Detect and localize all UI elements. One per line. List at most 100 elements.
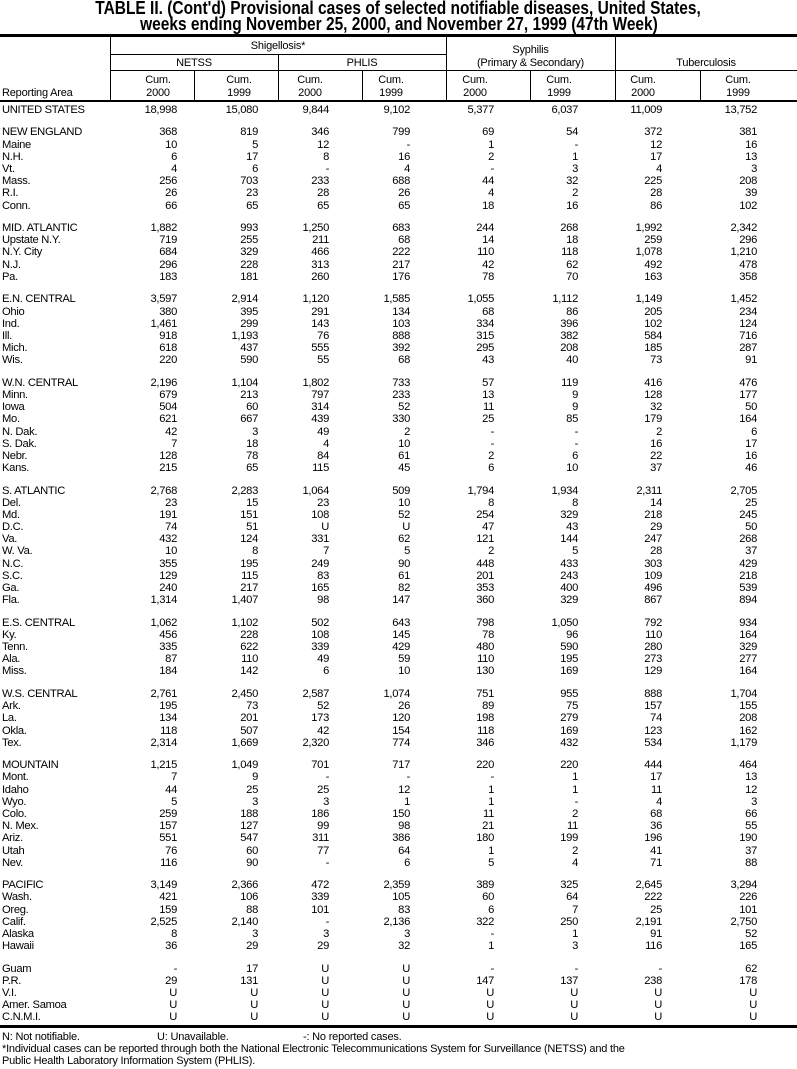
value-cell: 6: [572, 449, 578, 462]
divider: [700, 70, 701, 101]
reporting-area-cell: MOUNTAIN: [2, 759, 59, 772]
value-cell: 2: [488, 545, 494, 558]
value-cell: 507: [240, 724, 258, 737]
reporting-area-cell: Hawaii: [2, 940, 34, 953]
value-cell: -: [406, 138, 411, 151]
table-row: N.C. 355 195 249 90 448 433 303 429: [0, 558, 797, 570]
value-cell: 36: [165, 940, 177, 953]
value-cell: 400: [560, 582, 578, 595]
value-cell: 66: [745, 807, 757, 820]
value-cell: 2,768: [150, 484, 178, 497]
reporting-area-cell: Ill.: [2, 329, 12, 342]
value-cell: 18: [246, 437, 258, 450]
reporting-area-cell: S. Dak.: [2, 437, 37, 450]
value-cell: 5,377: [467, 104, 495, 116]
value-cell: 2,191: [635, 915, 663, 928]
value-cell: 124: [240, 533, 258, 546]
value-cell: 313: [311, 258, 329, 271]
value-cell: 183: [159, 270, 177, 283]
value-cell: 76: [317, 329, 329, 342]
value-cell: 11: [650, 783, 662, 796]
value-cell: 3: [323, 795, 329, 808]
table-row: Ind. 1,461 299 143 103 334 396 102 124: [0, 318, 797, 330]
table-row: Mich. 618 437 555 392 295 208 185 287: [0, 342, 797, 354]
value-cell: 249: [311, 557, 329, 570]
value-cell: 50: [745, 521, 757, 534]
value-cell: 10: [398, 496, 410, 509]
value-cell: 303: [644, 557, 662, 570]
value-cell: 55: [317, 354, 329, 367]
value-cell: 339: [311, 641, 329, 654]
value-cell: 18,998: [144, 104, 178, 116]
value-cell: 13,752: [724, 104, 758, 116]
value-cell: 123: [644, 724, 662, 737]
value-cell: U: [749, 1011, 757, 1024]
value-cell: 683: [392, 222, 410, 235]
value-cell: 68: [398, 354, 410, 367]
value-cell: 77: [317, 844, 329, 857]
column-header-label: Cum.: [226, 74, 252, 86]
value-cell: 91: [745, 354, 757, 367]
value-cell: 17: [650, 150, 662, 163]
value-cell: 244: [476, 222, 494, 235]
value-cell: U: [402, 1011, 410, 1024]
value-cell: 355: [159, 557, 177, 570]
value-cell: 299: [240, 317, 258, 330]
column-header-label: Cum.: [462, 74, 488, 86]
table-row: PACIFIC 3,149 2,366 472 2,359 389 325 2,645 3,29…: [0, 879, 797, 891]
table-row: MID. ATLANTIC 1,882 993 1,250 683 244 268 1,992…: [0, 222, 797, 234]
value-cell: 25: [650, 903, 662, 916]
value-cell: 16: [566, 199, 578, 212]
value-cell: 23: [317, 496, 329, 509]
reporting-area-cell: Va.: [2, 533, 18, 546]
value-cell: 190: [739, 832, 757, 845]
value-cell: 315: [476, 329, 494, 342]
reporting-area-cell: Ind.: [2, 317, 20, 330]
value-cell: 10: [566, 462, 578, 475]
value-cell: 993: [240, 222, 258, 235]
footnote-line-1: *Individual cases can be reported throug…: [2, 1043, 625, 1055]
value-cell: 2: [572, 844, 578, 857]
value-cell: 137: [560, 974, 578, 987]
divider: [446, 37, 447, 101]
value-cell: U: [321, 986, 329, 999]
divider: [530, 70, 531, 101]
value-cell: U: [486, 999, 494, 1012]
value-cell: 195: [560, 653, 578, 666]
value-cell: -: [490, 437, 495, 450]
value-cell: 584: [644, 329, 662, 342]
value-cell: U: [486, 1011, 494, 1024]
value-cell: 64: [566, 891, 578, 904]
value-cell: 797: [311, 388, 329, 401]
value-cell: 180: [476, 832, 494, 845]
value-cell: 150: [392, 807, 410, 820]
value-cell: 10: [165, 545, 177, 558]
reporting-area-cell: Fla.: [2, 594, 20, 607]
value-cell: 5: [572, 545, 578, 558]
value-cell: 220: [560, 759, 578, 772]
value-cell: 7: [171, 771, 177, 784]
value-cell: 59: [398, 653, 410, 666]
value-cell: 2: [488, 150, 494, 163]
value-cell: 480: [476, 641, 494, 654]
table-row: UNITED STATES 18,998 15,080 9,844 9,102 5,377…: [0, 104, 797, 116]
value-cell: 396: [560, 317, 578, 330]
value-cell: 2: [656, 425, 662, 438]
table-row: D.C. 74 51 U U 47 43 29 50: [0, 521, 797, 533]
value-cell: 2,320: [302, 736, 330, 749]
value-cell: 14: [482, 234, 494, 247]
divider: [110, 54, 446, 55]
value-cell: 8: [323, 150, 329, 163]
reporting-area-cell: W. Va.: [2, 545, 33, 558]
value-cell: 1: [572, 783, 578, 796]
value-cell: 8: [488, 496, 494, 509]
value-cell: 88: [246, 903, 258, 916]
value-cell: 5: [404, 545, 410, 558]
reporting-area-cell: Nev.: [2, 856, 23, 869]
value-cell: 2: [572, 807, 578, 820]
table-row: E.S. CENTRAL 1,062 1,102 502 643 798 1,050 792 9…: [0, 617, 797, 629]
value-cell: 621: [159, 413, 177, 426]
column-header-year: 2000: [631, 87, 655, 99]
value-cell: 268: [739, 533, 757, 546]
value-cell: 101: [739, 903, 757, 916]
